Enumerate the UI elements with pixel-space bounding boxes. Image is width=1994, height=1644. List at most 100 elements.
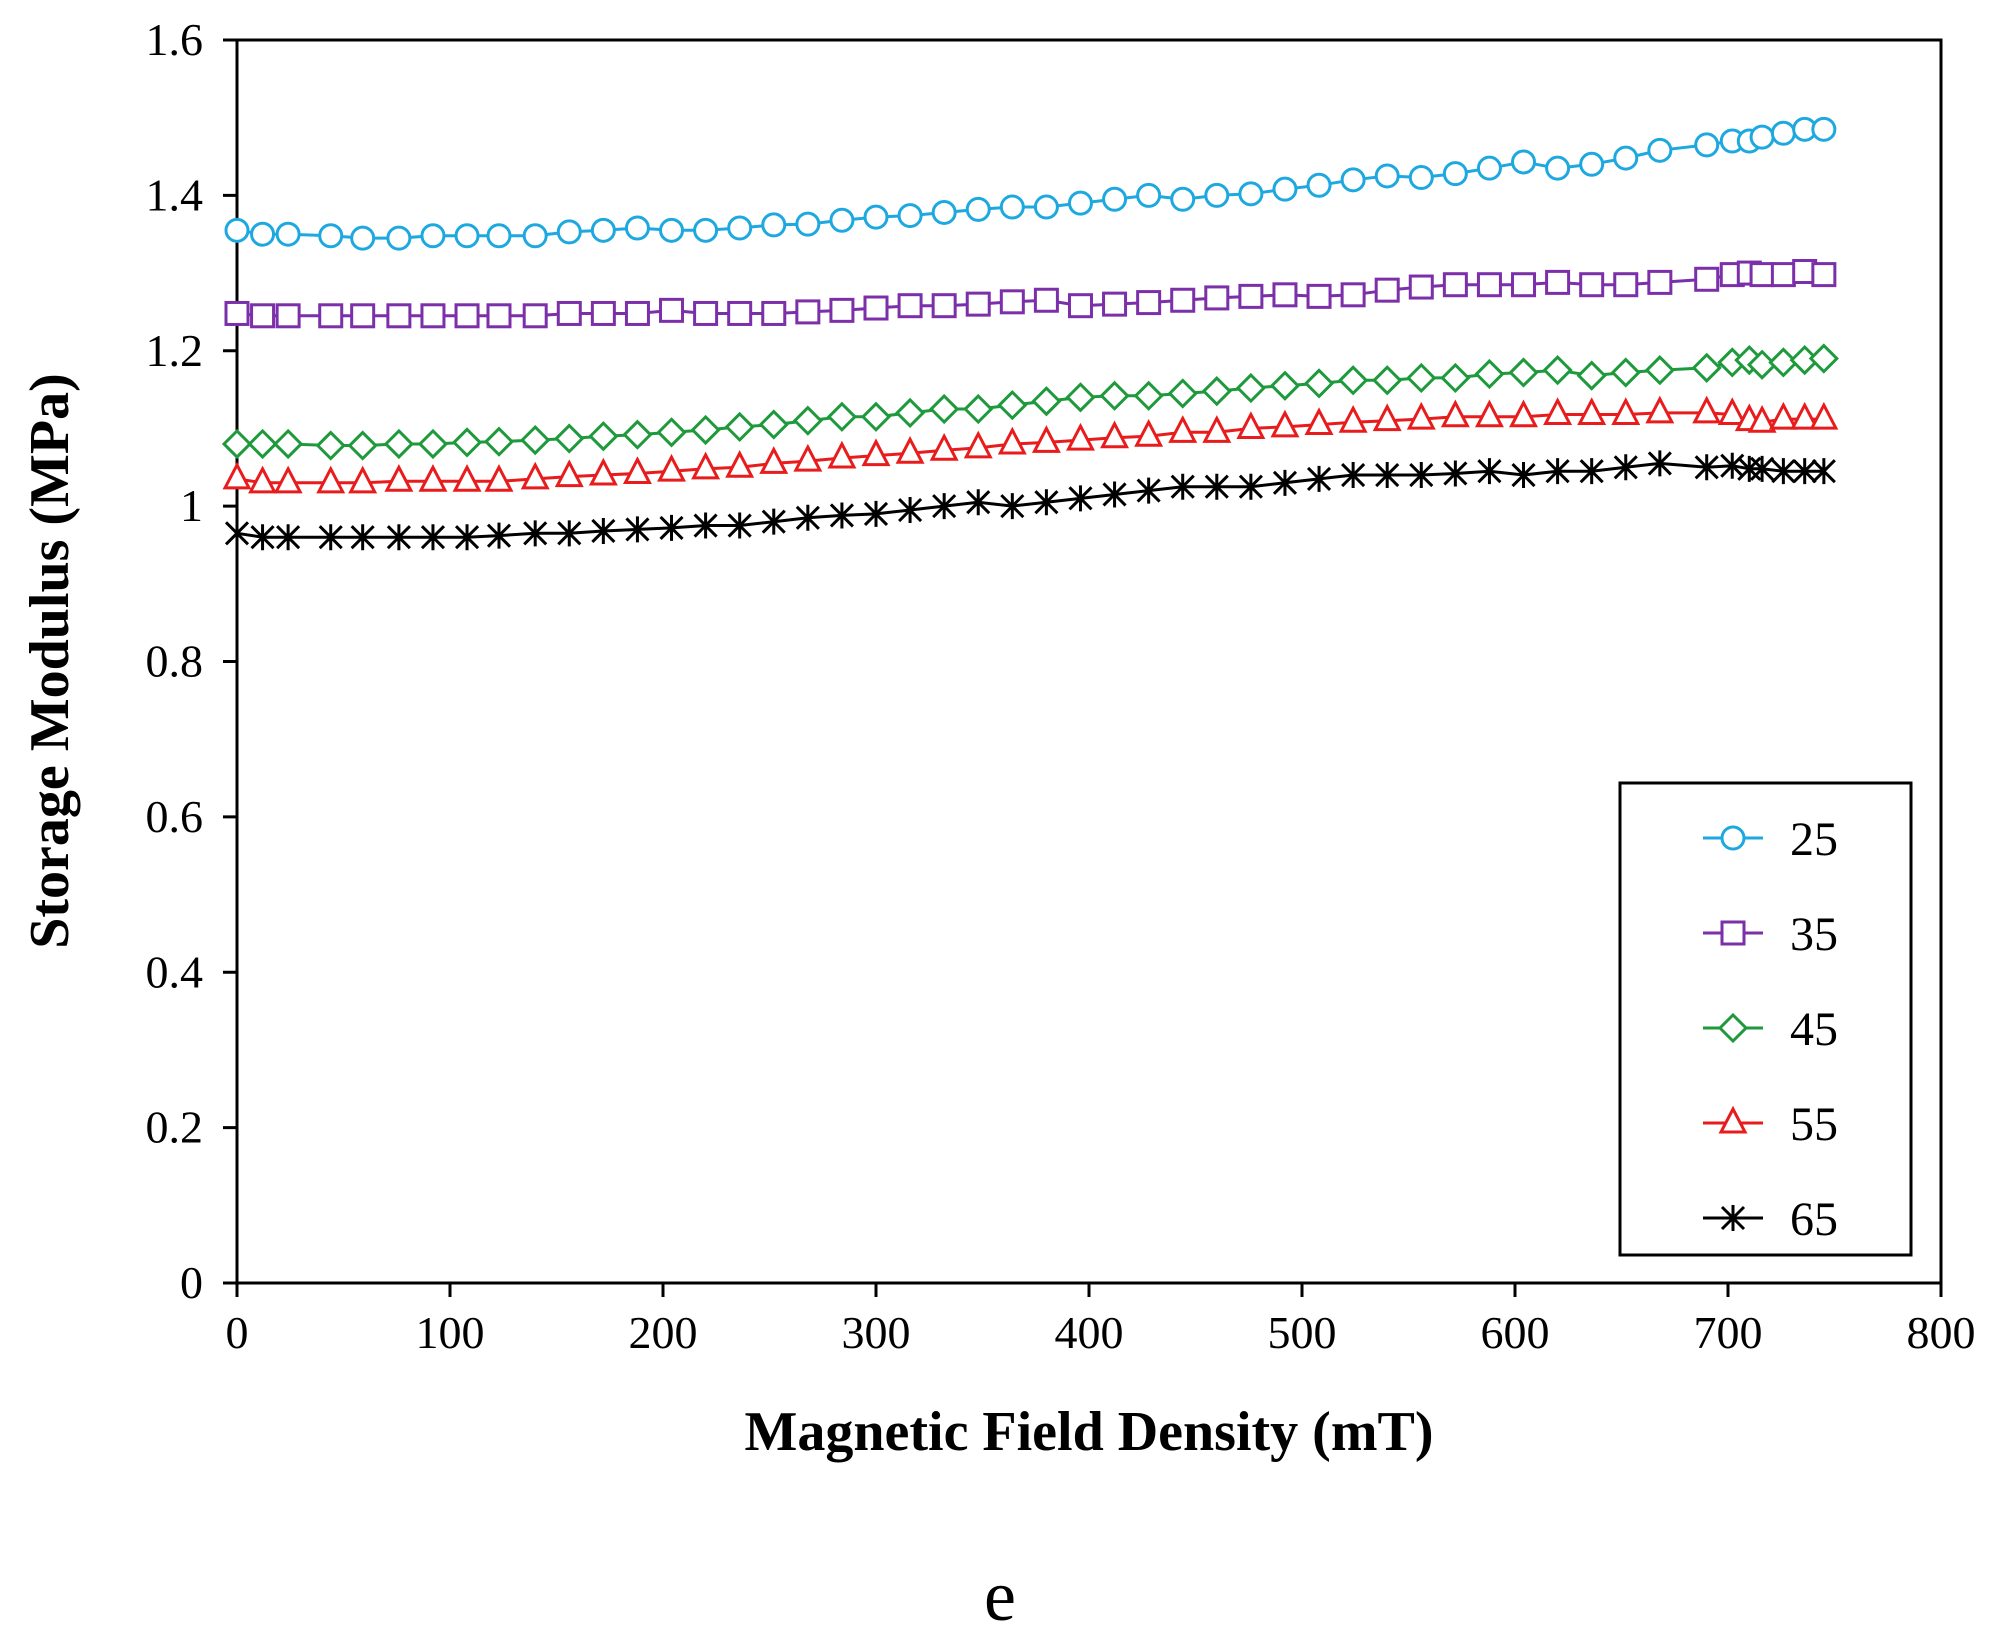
- data-point-45: [1542, 355, 1573, 386]
- data-point-35: [1340, 282, 1366, 308]
- data-point-35: [1102, 291, 1128, 317]
- data-point-65: [224, 520, 250, 547]
- data-point-65: [1375, 462, 1400, 489]
- data-point-65: [795, 504, 820, 531]
- data-point-55: [418, 464, 448, 492]
- data-point-65: [693, 512, 718, 539]
- data-point-45: [1474, 358, 1505, 390]
- data-point-55: [248, 465, 278, 494]
- data-point-65: [557, 520, 582, 547]
- legend-item-65: 65: [1703, 1193, 1838, 1246]
- data-point-55: [1168, 415, 1198, 443]
- data-point-35: [1476, 272, 1502, 298]
- x-tick-label: 700: [1694, 1307, 1763, 1358]
- data-point-25: [275, 221, 301, 247]
- legend-label: 35: [1790, 908, 1838, 961]
- data-point-65: [386, 524, 411, 551]
- data-point-45: [483, 426, 515, 457]
- data-point-55: [1809, 401, 1839, 430]
- data-point-45: [1406, 362, 1437, 394]
- data-point-55: [622, 456, 652, 484]
- data-point-35: [1374, 277, 1400, 303]
- x-tick-label: 0: [226, 1307, 249, 1358]
- data-point-45: [1235, 372, 1267, 404]
- data-point-25: [1238, 181, 1264, 207]
- data-point-45: [1167, 378, 1198, 409]
- data-point-45: [520, 424, 551, 456]
- x-tick-label: 400: [1055, 1307, 1124, 1358]
- data-point-35: [761, 300, 787, 326]
- data-point-25: [659, 217, 685, 243]
- data-point-45: [1372, 365, 1403, 396]
- data-point-25: [1442, 161, 1468, 187]
- legend-marker: [1720, 825, 1746, 851]
- data-point-45: [554, 423, 585, 454]
- data-point-45: [758, 409, 789, 440]
- x-tick-label: 600: [1481, 1307, 1550, 1358]
- data-point-65: [1613, 454, 1638, 481]
- data-point-45: [690, 414, 721, 446]
- data-point-25: [965, 196, 991, 222]
- data-point-45: [272, 428, 304, 460]
- data-point-55: [1406, 401, 1436, 430]
- legend-label: 25: [1790, 813, 1838, 866]
- data-point-45: [860, 401, 892, 432]
- data-point-25: [454, 223, 480, 249]
- data-point-45: [588, 421, 619, 452]
- data-point-65: [625, 516, 650, 543]
- data-point-45: [1269, 370, 1301, 401]
- data-point-45: [1099, 380, 1130, 411]
- data-point-55: [657, 453, 686, 482]
- data-point-25: [1811, 116, 1837, 142]
- x-axis-title: Magnetic Field Density (mT): [745, 1401, 1434, 1463]
- data-point-65: [1579, 458, 1604, 485]
- data-point-55: [1509, 399, 1538, 428]
- data-point-25: [318, 223, 344, 249]
- legend-label: 65: [1790, 1193, 1838, 1246]
- data-point-35: [693, 300, 719, 326]
- x-tick-label: 800: [1907, 1307, 1976, 1358]
- data-point-55: [997, 426, 1027, 455]
- data-point-25: [1374, 163, 1400, 189]
- data-point-25: [1476, 155, 1502, 181]
- data-point-35: [863, 295, 889, 321]
- data-point-65: [1647, 450, 1672, 477]
- data-point-35: [1067, 293, 1093, 319]
- data-point-35: [1511, 272, 1537, 298]
- data-point-25: [1067, 190, 1093, 216]
- data-point-55: [1543, 397, 1573, 425]
- y-tick-label: 0: [180, 1257, 203, 1308]
- y-axis-title: Storage Modulus (MPa): [19, 373, 81, 949]
- data-point-45: [417, 428, 449, 460]
- data-point-35: [420, 303, 446, 329]
- data-point-35: [1545, 269, 1571, 295]
- data-point-35: [454, 303, 480, 329]
- data-point-45: [1610, 357, 1641, 388]
- data-point-65: [863, 500, 889, 527]
- data-point-25: [1306, 172, 1332, 198]
- legend-marker: [1718, 1105, 1748, 1134]
- data-point-25: [556, 219, 582, 245]
- data-point-35: [829, 297, 855, 323]
- data-point-55: [1338, 404, 1368, 433]
- data-point-65: [1068, 485, 1093, 512]
- data-point-45: [247, 428, 278, 460]
- series-line-65: [236, 461, 1824, 539]
- data-point-55: [895, 436, 925, 464]
- data-point-65: [1409, 462, 1434, 489]
- data-point-25: [1749, 124, 1775, 150]
- data-point-35: [897, 293, 923, 319]
- data-point-35: [1408, 274, 1434, 300]
- series-65: [224, 450, 1836, 551]
- y-tick-label: 0.6: [146, 791, 204, 842]
- data-point-25: [795, 211, 821, 237]
- data-point-65: [1170, 473, 1195, 500]
- data-point-35: [999, 289, 1025, 315]
- data-point-25: [1694, 132, 1720, 158]
- data-point-45: [1303, 368, 1335, 399]
- data-point-65: [318, 524, 343, 551]
- data-point-45: [1031, 386, 1062, 417]
- data-point-65: [966, 489, 991, 516]
- data-point-25: [1579, 151, 1605, 177]
- data-point-25: [1170, 186, 1196, 212]
